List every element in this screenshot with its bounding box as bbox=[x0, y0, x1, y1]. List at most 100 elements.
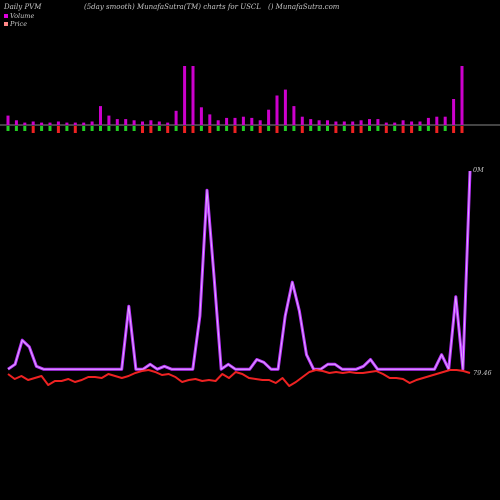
direction-bar bbox=[368, 126, 371, 131]
volume-bar bbox=[292, 106, 296, 125]
volume-bar bbox=[326, 120, 329, 125]
volume-bar bbox=[342, 121, 346, 125]
volume-bar bbox=[426, 117, 430, 125]
direction-bar bbox=[107, 126, 111, 131]
direction-bar bbox=[258, 126, 262, 133]
volume-bar bbox=[6, 115, 10, 125]
volume-line bbox=[7, 170, 471, 370]
direction-bar bbox=[208, 126, 212, 133]
direction-bar bbox=[376, 126, 380, 131]
volume-bar bbox=[300, 116, 304, 125]
header-left-label: Daily PVM bbox=[4, 3, 42, 11]
direction-bar bbox=[31, 126, 35, 133]
volume-bar bbox=[241, 116, 245, 125]
direction-bar bbox=[309, 126, 313, 131]
direction-bar bbox=[199, 126, 203, 131]
direction-bar bbox=[6, 126, 10, 131]
volume-bar bbox=[410, 121, 414, 125]
volume-bar bbox=[124, 119, 128, 125]
volume-bar bbox=[56, 121, 60, 125]
volume-bar bbox=[132, 120, 136, 125]
direction-bar bbox=[410, 126, 414, 133]
direction-bar bbox=[233, 126, 237, 133]
direction-bar bbox=[56, 126, 60, 133]
volume-bar bbox=[149, 120, 153, 125]
volume-bar bbox=[258, 120, 262, 125]
direction-bar bbox=[174, 126, 178, 131]
direction-bar bbox=[14, 126, 18, 131]
legend-volume-label: Volume bbox=[10, 12, 35, 20]
direction-bar bbox=[191, 126, 195, 133]
direction-bar bbox=[384, 126, 388, 133]
direction-bar bbox=[334, 126, 338, 133]
volume-bar bbox=[107, 115, 111, 125]
direction-bar bbox=[317, 126, 321, 131]
direction-bar bbox=[275, 126, 279, 133]
direction-bar bbox=[241, 126, 245, 131]
direction-bar bbox=[267, 126, 271, 131]
direction-bar bbox=[132, 126, 136, 131]
volume-bar bbox=[267, 109, 271, 125]
direction-bar bbox=[426, 126, 430, 131]
volume-bar bbox=[191, 66, 195, 125]
direction-bar bbox=[393, 126, 397, 131]
volume-bar bbox=[334, 121, 338, 125]
volume-bar bbox=[309, 119, 313, 125]
line-panel bbox=[7, 170, 472, 387]
direction-bar bbox=[157, 126, 161, 131]
volume-bar bbox=[141, 121, 144, 125]
legend-volume-swatch bbox=[4, 14, 8, 18]
direction-bar bbox=[40, 126, 44, 131]
direction-bar bbox=[115, 126, 119, 131]
direction-bar bbox=[90, 126, 94, 131]
volume-line-outline bbox=[7, 170, 472, 371]
volume-bar bbox=[376, 119, 380, 125]
direction-bar bbox=[342, 126, 346, 131]
direction-bar bbox=[300, 126, 304, 133]
direction-bar bbox=[460, 126, 464, 133]
volume-bar bbox=[393, 122, 397, 125]
volume-bar bbox=[48, 122, 52, 125]
volume-bar bbox=[283, 89, 287, 125]
direction-bar bbox=[250, 126, 254, 131]
volume-bar bbox=[359, 120, 363, 125]
legend-price-label: Price bbox=[10, 20, 28, 28]
direction-bar bbox=[65, 126, 69, 131]
volume-bar bbox=[115, 119, 119, 125]
volume-bar bbox=[368, 119, 371, 125]
direction-bar bbox=[443, 126, 447, 131]
volume-bar bbox=[23, 122, 27, 125]
volume-bar bbox=[73, 122, 77, 125]
header-chart-title: (5day smooth) MunafaSutra(TM) charts for… bbox=[84, 3, 261, 11]
price-last-label: 79.46 bbox=[473, 369, 492, 377]
direction-bar bbox=[452, 126, 456, 133]
volume-bar bbox=[401, 120, 405, 125]
volume-bar bbox=[31, 121, 35, 125]
direction-bar bbox=[359, 126, 363, 133]
direction-bar bbox=[149, 126, 153, 133]
volume-bar bbox=[82, 122, 86, 125]
legend-volume: Volume bbox=[4, 12, 34, 20]
direction-bar bbox=[124, 126, 128, 131]
volume-bar bbox=[157, 121, 161, 125]
volume-bar bbox=[90, 121, 94, 125]
volume-bar bbox=[174, 110, 178, 125]
volume-bar bbox=[183, 66, 187, 125]
direction-bar bbox=[401, 126, 405, 133]
volume-bar bbox=[460, 66, 464, 125]
volume-bar bbox=[65, 122, 69, 125]
direction-bar bbox=[292, 126, 296, 131]
direction-bar bbox=[351, 126, 355, 133]
volume-bar bbox=[40, 122, 44, 125]
direction-bar bbox=[418, 126, 422, 131]
direction-bar bbox=[216, 126, 220, 131]
volume-bars-panel bbox=[0, 66, 500, 133]
volume-bar bbox=[14, 120, 18, 125]
direction-bar bbox=[435, 126, 439, 133]
price-line bbox=[7, 369, 471, 387]
volume-bar bbox=[250, 117, 254, 125]
volume-bar bbox=[233, 117, 237, 125]
direction-bar bbox=[141, 126, 144, 133]
direction-bar bbox=[183, 126, 187, 133]
